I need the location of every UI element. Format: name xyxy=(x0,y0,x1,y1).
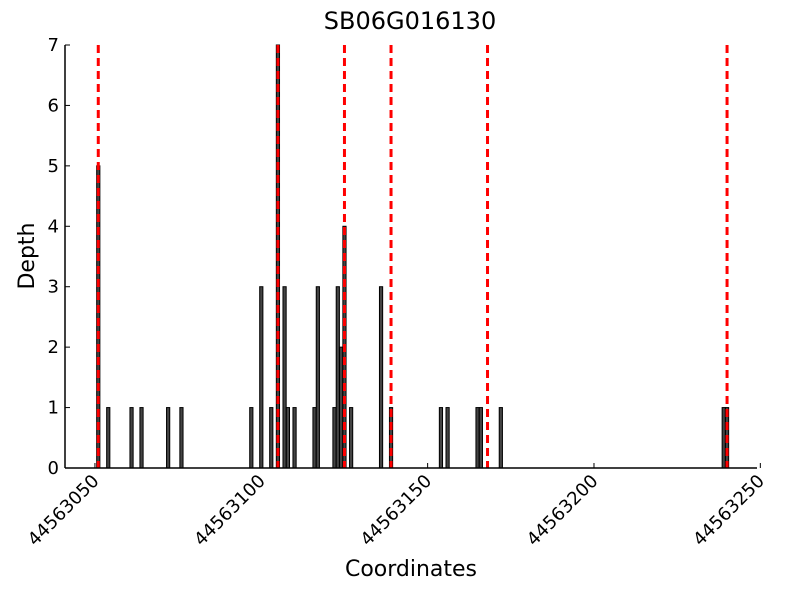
y-tick-label: 2 xyxy=(48,337,59,358)
bar xyxy=(292,407,297,469)
y-tick-label: 0 xyxy=(48,458,59,479)
bar xyxy=(166,407,171,469)
bar xyxy=(445,407,450,469)
bar xyxy=(312,407,317,469)
y-tick-label: 7 xyxy=(48,35,59,56)
bar xyxy=(498,407,503,469)
bar xyxy=(285,407,291,469)
bar xyxy=(315,286,320,469)
y-tick-label: 5 xyxy=(48,156,59,177)
bar xyxy=(259,286,264,469)
x-axis-label: Coordinates xyxy=(345,557,477,582)
bar xyxy=(332,407,337,469)
bar xyxy=(269,407,274,469)
bar xyxy=(438,407,444,469)
bar xyxy=(179,407,184,469)
chart-title: SB06G016130 xyxy=(324,7,496,35)
y-tick-label: 3 xyxy=(48,277,59,298)
bar xyxy=(339,346,344,469)
bar xyxy=(129,407,134,469)
y-tick-label: 6 xyxy=(48,95,59,116)
bar xyxy=(249,407,254,469)
x-tick-label: 44563050 xyxy=(24,471,104,551)
y-tick-label: 4 xyxy=(48,216,59,237)
y-tick-label: 1 xyxy=(48,398,59,419)
bar xyxy=(475,407,480,469)
x-tick-label: 44563150 xyxy=(357,471,437,551)
x-tick-label: 44563200 xyxy=(523,471,603,551)
bar xyxy=(282,286,287,469)
bar xyxy=(721,407,726,469)
x-tick-label: 44563100 xyxy=(190,471,270,551)
bar xyxy=(106,407,111,469)
bar xyxy=(478,407,483,469)
bar xyxy=(335,286,340,469)
y-axis-label: Depth xyxy=(15,222,40,289)
bar xyxy=(139,407,144,469)
bar xyxy=(378,286,384,469)
bar xyxy=(349,407,354,469)
x-tick-label: 44563250 xyxy=(689,471,769,551)
